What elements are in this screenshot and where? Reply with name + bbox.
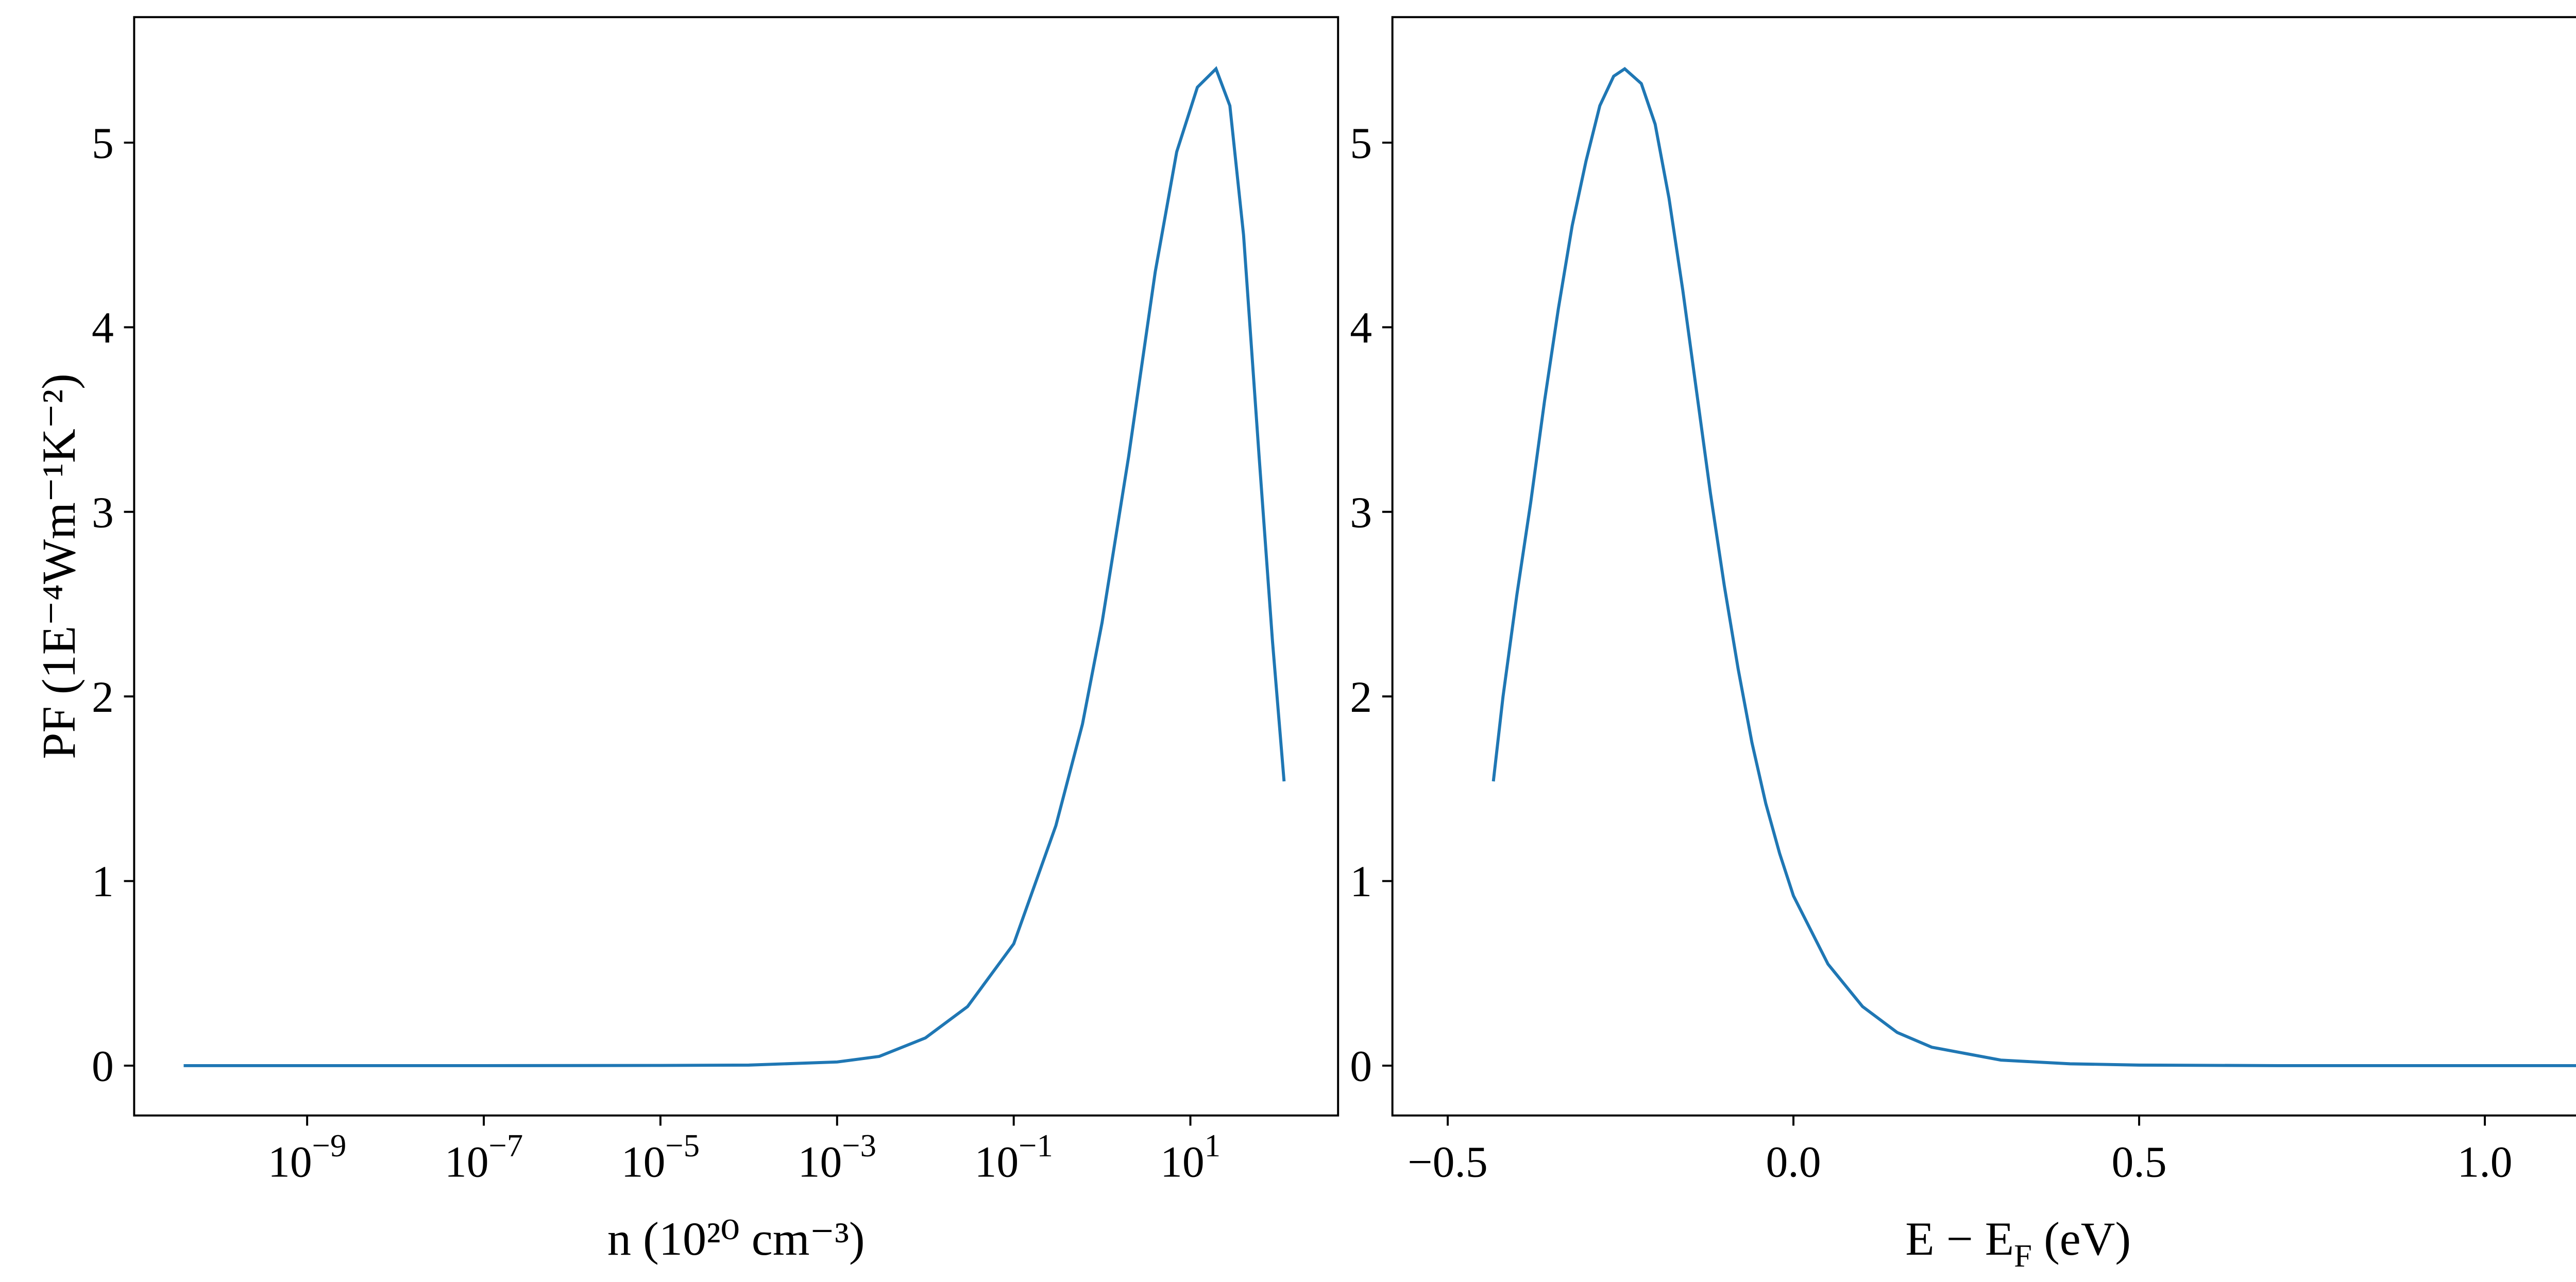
x-tick-label: 10−9 [268, 1127, 346, 1187]
data-line [1492, 66, 2576, 1067]
y-tick-label: 2 [92, 673, 114, 722]
x-tick-label: 10−1 [974, 1127, 1053, 1187]
x-tick-label: 10−7 [445, 1127, 523, 1187]
x-tick-label: 0.0 [1766, 1137, 1821, 1186]
x-tick-label: 10−3 [798, 1127, 876, 1187]
y-tick-label: 1 [92, 857, 114, 906]
x-tick-label: 0.5 [2112, 1137, 2167, 1186]
y-tick-label: 5 [92, 119, 114, 168]
axes-frame [1391, 16, 2576, 1117]
data-line [183, 66, 1286, 1067]
x-tick-label: 101 [1160, 1127, 1221, 1187]
y-tick-label: 5 [1350, 119, 1372, 168]
y-tick-label: 1 [1350, 857, 1372, 906]
y-tick-label: 0 [1350, 1042, 1372, 1091]
y-tick-label: 2 [1350, 673, 1372, 722]
axes-frame [133, 16, 1340, 1117]
x-tick-label: 1.0 [2458, 1137, 2513, 1186]
y-tick-label: 4 [1350, 303, 1372, 352]
x-axis-label: E − EF (eV) [1905, 1212, 2131, 1274]
x-axis-label: n (10²⁰ cm⁻³) [607, 1212, 865, 1265]
y-tick-label: 0 [92, 1042, 114, 1091]
y-tick-label: 3 [1350, 488, 1372, 537]
y-tick-label: 3 [92, 488, 114, 537]
y-tick-label: 4 [92, 303, 114, 352]
y-axis-label: PF (1E⁻⁴Wm⁻¹K⁻²) [32, 373, 85, 759]
x-tick-label: 10−5 [621, 1127, 700, 1187]
x-tick-label: −0.5 [1408, 1137, 1487, 1186]
